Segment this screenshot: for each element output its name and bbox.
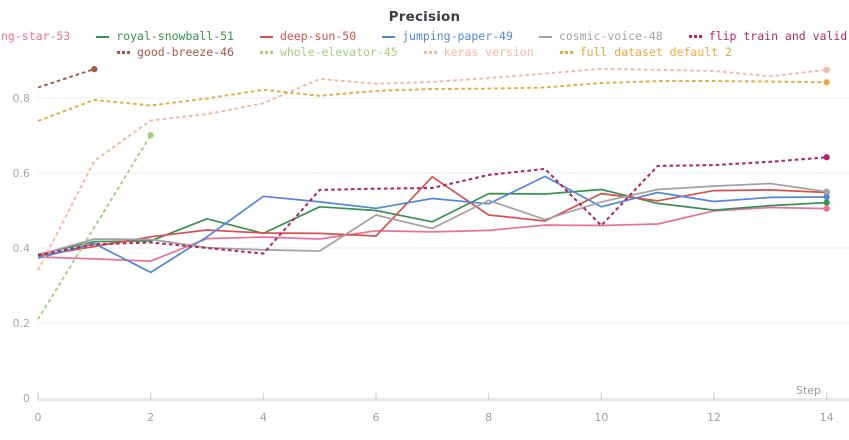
legend-item-label: cosmic-voice-48 [558,29,663,43]
legend-item-deep-sun-50[interactable]: deep-sun-50 [259,29,357,43]
x-tick-label-0: 0 [34,411,42,424]
series-endpoint-jumping-paper-49 [823,193,830,201]
y-tick-label-0.2: 0.2 [12,316,31,330]
series-line-spring-star-53 [37,206,827,262]
legend-item-full-dataset-default-2[interactable]: full dataset default 2 [559,45,732,59]
legend-item-label: full dataset default 2 [579,45,732,59]
legend-swatch-icon [259,35,273,38]
y-tick-label-0.6: 0.6 [12,166,31,180]
x-tick-label-12: 12 [706,411,721,424]
x-tick-label-4: 4 [259,411,267,424]
legend-swatch-icon [117,51,130,54]
series-endpoint-flip-train-and-valid-sample [823,154,830,161]
series-line-royal-snowball-51 [37,188,827,256]
series-endpoint-cosmic-voice-48 [823,188,830,195]
legend-item-label: whole-elevator-45 [279,45,398,59]
series-endpoint-whole-elevator-45 [147,132,154,139]
series-line-good-breeze-46 [37,68,95,89]
series-endpoint-royal-snowball-51 [823,199,830,206]
legend-swatch-icon [559,51,573,54]
legend-row-2: good-breeze-46 whole-elevator-45 keras ver… [0,46,849,59]
x-axis-line [38,398,849,402]
legend-item-keras-version[interactable]: keras version [423,45,534,59]
legend-item-label: deep-sun-50 [279,29,357,43]
series-line-cosmic-voice-48 [37,182,827,256]
legend-row-1: spring-star-53 royal-snowball-51 deep-sun-… [0,30,849,43]
legend-swatch-icon [382,35,396,38]
legend-item-cosmic-voice-48[interactable]: cosmic-voice-48 [538,29,663,43]
x-tick-label-2: 2 [147,411,155,424]
series-endpoint-spring-star-53 [823,205,830,212]
series-line-whole-elevator-45 [37,134,152,320]
legend-swatch-icon [688,35,702,38]
legend-item-label: royal-snowball-51 [116,29,234,43]
series-line-flip-train-and-valid-sample [37,156,827,257]
legend-item-label: flip train and valid sample [708,29,849,43]
y-tick-label-0: 0 [23,391,30,405]
x-axis-title: Step [795,384,821,397]
legend-item-royal-snowball-51[interactable]: royal-snowball-51 [96,30,234,43]
x-tick-label-14: 14 [819,411,834,424]
series-endpoint-keras-version [823,66,830,73]
series-endpoint-full-dataset-default-2 [823,79,830,86]
series-line-deep-sun-50 [37,175,827,257]
legend-swatch-icon [538,35,552,38]
x-tick-label-10: 10 [594,411,609,424]
legend-item-good-breeze-46[interactable]: good-breeze-46 [117,46,234,59]
y-tick-label-0.4: 0.4 [12,241,31,255]
legend-item-flip-train-and-valid-sample[interactable]: flip train and valid sample [688,29,849,43]
legend-item-label: spring-star-53 [0,29,71,43]
series-line-keras-version [37,67,827,271]
legend-swatch-icon [96,35,110,38]
legend-item-jumping-paper-49[interactable]: jumping-paper-49 [382,30,513,43]
series-endpoint-good-breeze-46 [91,66,98,73]
series-line-jumping-paper-49 [37,175,827,274]
y-tick-label-0.8: 0.8 [12,91,31,105]
legend-item-label: jumping-paper-49 [402,29,513,43]
x-tick-label-8: 8 [485,411,493,424]
legend-swatch-icon [423,51,437,54]
chart-title: Precision [388,9,461,25]
legend-item-label: good-breeze-46 [137,45,234,59]
series-line-full-dataset-default-2 [37,80,827,122]
legend-item-label: keras version [443,45,534,59]
x-tick-label-6: 6 [372,411,380,424]
legend-swatch-icon [259,51,273,54]
legend-item-spring-star-53[interactable]: spring-star-53 [0,30,70,43]
legend-item-whole-elevator-45[interactable]: whole-elevator-45 [259,45,398,59]
